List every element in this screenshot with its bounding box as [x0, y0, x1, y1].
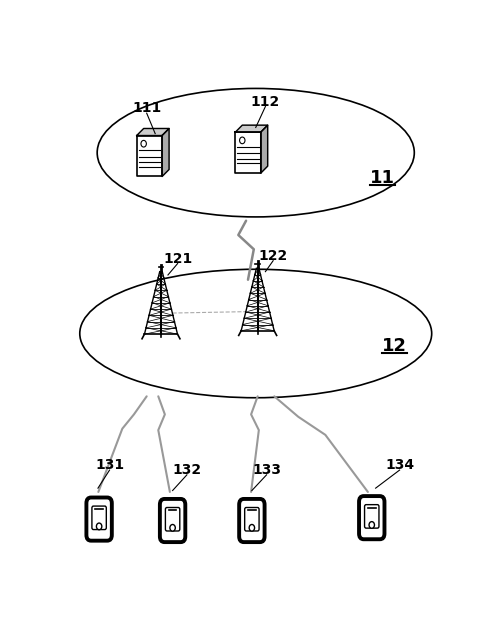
FancyBboxPatch shape	[245, 507, 259, 531]
Text: 111: 111	[132, 101, 161, 116]
Text: 133: 133	[252, 463, 281, 477]
Circle shape	[240, 137, 245, 144]
FancyBboxPatch shape	[165, 507, 180, 531]
Circle shape	[96, 523, 102, 530]
FancyBboxPatch shape	[365, 505, 379, 528]
Polygon shape	[260, 125, 267, 173]
Text: 131: 131	[95, 459, 124, 472]
Text: 112: 112	[251, 95, 280, 109]
Text: 122: 122	[258, 249, 288, 263]
Polygon shape	[162, 129, 169, 177]
FancyBboxPatch shape	[92, 506, 106, 530]
FancyBboxPatch shape	[239, 499, 264, 542]
FancyBboxPatch shape	[359, 496, 384, 540]
Polygon shape	[236, 125, 267, 132]
Circle shape	[170, 525, 175, 531]
Polygon shape	[236, 132, 260, 173]
Circle shape	[141, 140, 146, 147]
Text: 132: 132	[172, 463, 202, 477]
Polygon shape	[137, 129, 169, 135]
Text: 121: 121	[163, 252, 192, 266]
FancyBboxPatch shape	[160, 499, 185, 542]
Polygon shape	[137, 135, 162, 177]
FancyBboxPatch shape	[86, 497, 112, 541]
Text: 12: 12	[382, 337, 407, 355]
Circle shape	[249, 525, 254, 531]
Circle shape	[369, 522, 374, 528]
Text: 11: 11	[370, 169, 395, 187]
Text: 134: 134	[385, 459, 414, 472]
